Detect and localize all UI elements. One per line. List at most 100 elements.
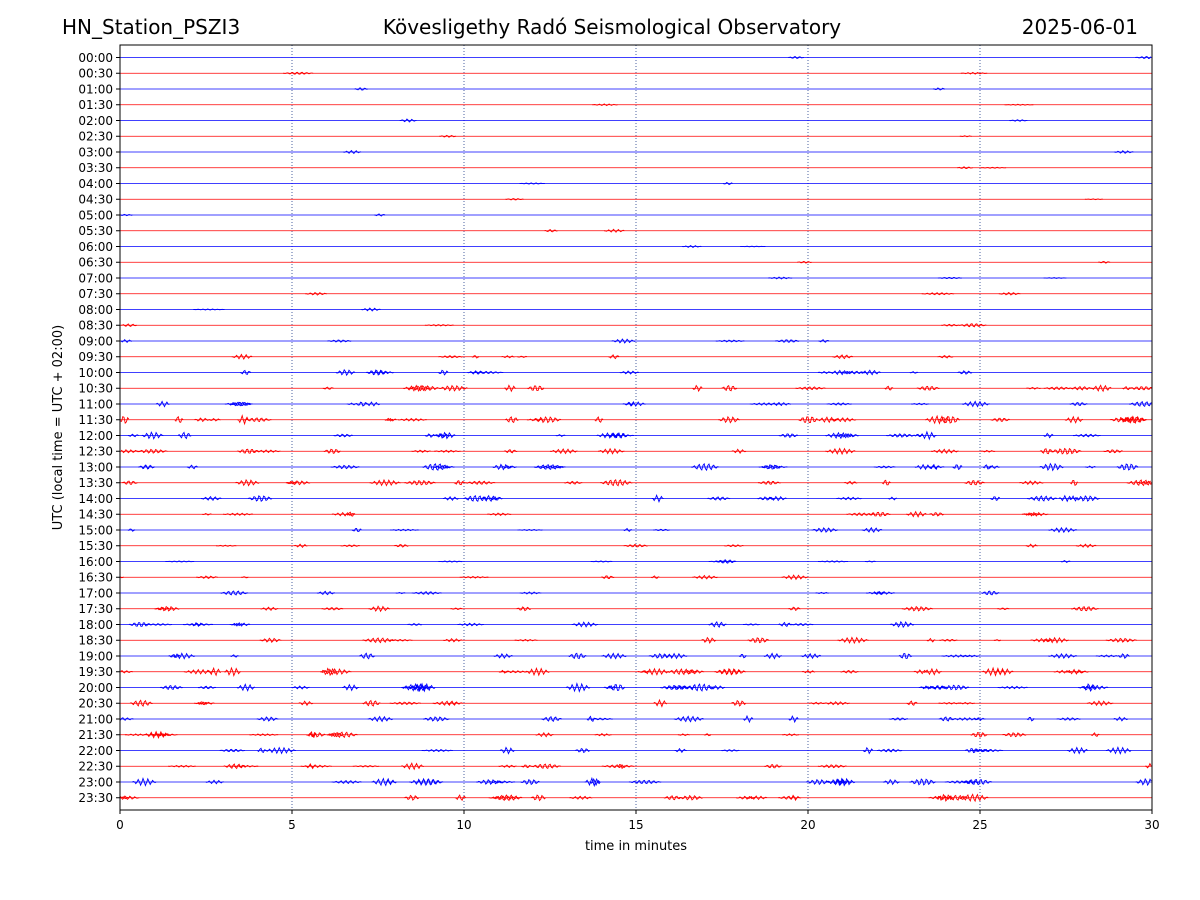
y-tick-label: 10:30 [78,382,113,396]
trace-rows [119,56,1153,803]
trace-row-15:30 [215,543,1097,549]
trace-row-05:30 [544,228,625,233]
y-tick-label: 22:00 [78,744,113,758]
trace-row-18:30 [259,636,1138,645]
y-tick-label: 06:00 [78,240,113,254]
grid-lines [291,45,981,810]
y-tick-label: 09:30 [78,350,113,364]
y-tick-label: 13:00 [78,460,113,474]
x-tick-label: 25 [972,818,987,832]
y-tick-label: 18:00 [78,618,113,632]
y-tick-label: 14:00 [78,492,113,506]
trace-row-07:30 [305,291,1021,296]
observatory-title: Kövesligethy Radó Seismological Observat… [382,15,842,39]
x-axis: 0 5 10 15 20 25 30 [116,810,1160,832]
trace-row-05:00 [120,213,386,217]
y-tick-label: 20:00 [78,681,113,695]
y-tick-label: 17:00 [78,586,113,600]
trace-row-01:00 [354,87,946,91]
y-tick-label: 06:30 [78,256,113,270]
y-tick-label: 16:30 [78,571,113,585]
x-tick-label: 20 [800,818,815,832]
trace-row-17:00 [220,590,1000,596]
y-tick-label: 15:00 [78,523,113,537]
trace-row-22:00 [219,746,1132,755]
trace-row-12:00 [127,430,1101,441]
y-tick-label: 05:00 [78,208,113,222]
y-tick-label: 01:30 [78,98,113,112]
trace-row-01:30 [592,103,1034,107]
y-tick-label: 14:30 [78,508,113,522]
x-tick-label: 15 [628,818,643,832]
y-tick-label: 03:30 [78,161,113,175]
trace-row-09:30 [231,353,954,360]
trace-row-11:30 [120,414,1147,426]
y-tick-label: 21:00 [78,712,113,726]
y-tick-label: 09:00 [78,334,113,348]
y-tick-label: 15:30 [78,539,113,553]
trace-row-14:00 [200,494,1100,503]
x-tick-label: 5 [288,818,296,832]
y-tick-label: 02:30 [78,130,113,144]
trace-row-02:30 [439,134,972,138]
trace-row-13:30 [121,478,1153,487]
x-axis-label: time in minutes [585,839,687,854]
trace-row-06:30 [797,260,1111,264]
trace-row-11:00 [155,400,1153,408]
trace-row-16:30 [119,574,809,581]
y-tick-label: 11:00 [78,397,113,411]
trace-row-21:00 [120,714,1129,724]
y-tick-label: 08:30 [78,319,113,333]
x-tick-label: 10 [456,818,471,832]
y-tick-label: 17:30 [78,602,113,616]
trace-row-22:30 [168,762,1152,771]
y-tick-label: 10:00 [78,366,113,380]
y-tick-label: 19:30 [78,665,113,679]
y-tick-label: 22:30 [78,760,113,774]
y-tick-label: 18:30 [78,634,113,648]
y-tick-label: 00:00 [78,51,113,65]
trace-row-03:30 [957,166,1007,169]
station-name: HN_Station_PSZI3 [62,15,241,39]
y-tick-label: 23:00 [78,775,113,789]
y-tick-label: 02:00 [78,114,113,128]
trace-row-10:30 [322,384,1152,393]
trace-row-03:00 [342,149,1134,155]
trace-row-06:00 [682,244,766,249]
trace-row-19:30 [120,666,1089,677]
x-tick-label: 30 [1144,818,1159,832]
y-tick-label: 08:00 [78,303,113,317]
y-tick-label: 16:00 [78,555,113,569]
trace-row-19:00 [168,652,1130,660]
trace-row-15:00 [127,526,1078,534]
trace-row-08:00 [193,307,381,312]
trace-row-23:00 [132,776,1152,788]
y-tick-label: 21:30 [78,728,113,742]
record-date: 2025-06-01 [1021,15,1138,39]
trace-row-09:00 [120,338,830,344]
trace-row-12:30 [120,447,1123,456]
trace-row-04:00 [519,181,733,186]
trace-row-02:00 [399,118,1028,123]
trace-row-20:00 [159,682,1109,693]
y-tick-label: 04:30 [78,193,113,207]
trace-row-13:00 [138,462,1139,472]
y-tick-label: 00:30 [78,67,113,81]
y-tick-label: 12:00 [78,429,113,443]
trace-row-14:30 [201,510,1049,518]
trace-row-21:30 [124,730,1100,740]
trace-row-00:30 [283,71,988,75]
trace-row-04:30 [505,198,1103,201]
y-axis-label: UTC (local time = UTC + 02:00) [51,325,66,530]
trace-row-23:30 [119,793,989,803]
y-tick-label: 07:30 [78,287,113,301]
trace-row-00:00 [788,56,1152,59]
y-tick-label: 20:30 [78,697,113,711]
y-tick-label: 11:30 [78,413,113,427]
trace-row-16:00 [165,559,1071,564]
y-tick-label: 05:30 [78,224,113,238]
trace-row-18:00 [128,620,915,629]
x-tick-label: 0 [116,818,124,832]
